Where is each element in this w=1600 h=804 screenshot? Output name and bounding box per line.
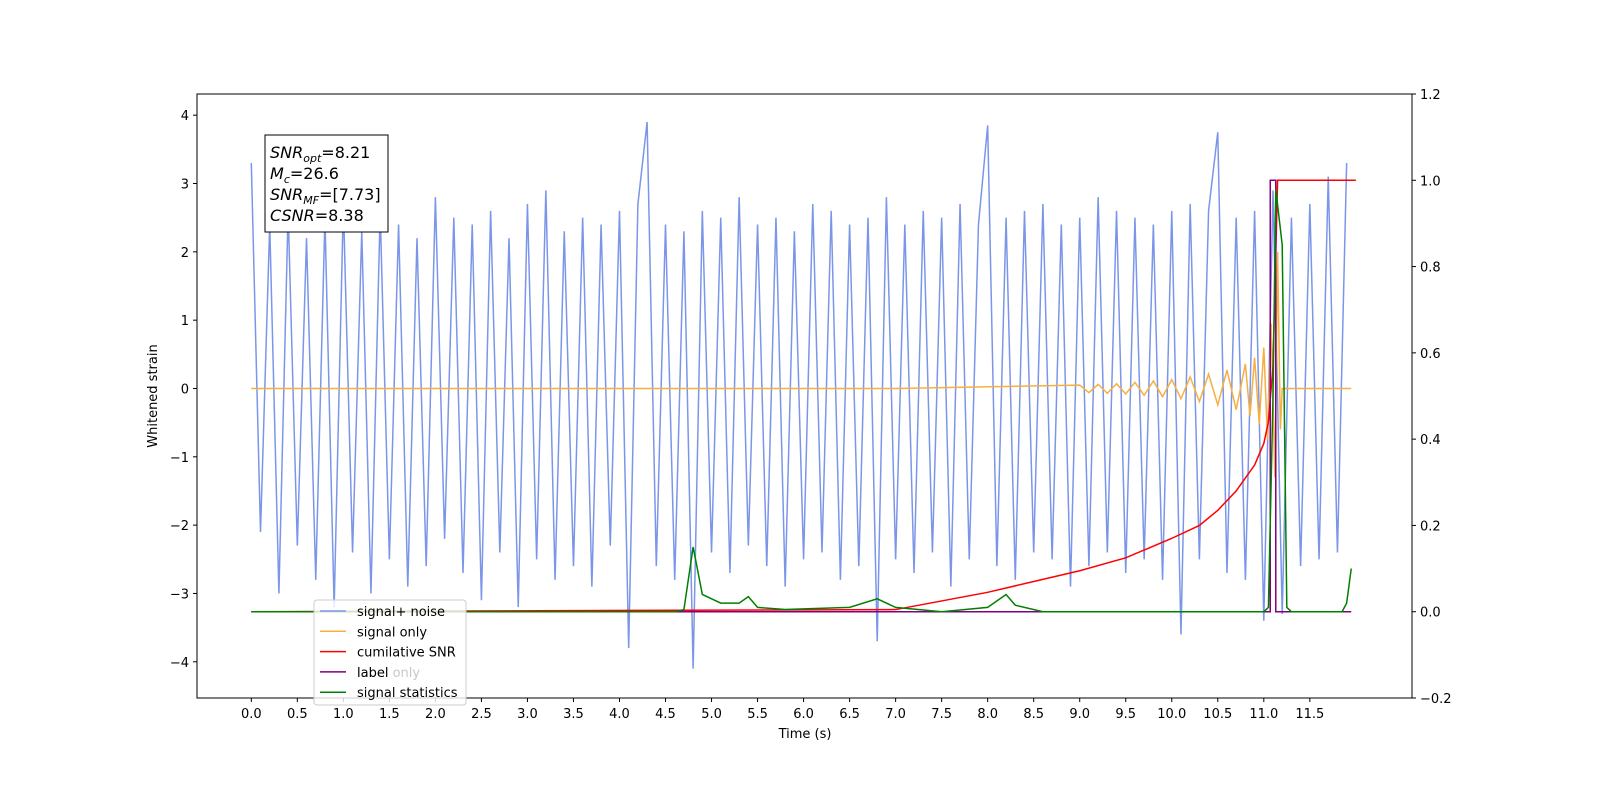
annotation-line: CSNR=8.38 [270,206,364,225]
x-tick-label: 10.0 [1157,707,1186,722]
series-line [250,121,1348,669]
annotation-line: SNRMF=[7.73] [270,185,381,207]
annotation-line: SNRopt=8.21 [270,143,370,165]
x-tick-label: 7.0 [885,707,906,722]
y2-tick-label: 0.2 [1420,519,1441,534]
y-axis-label: Whitened strain [146,344,161,447]
y2-tick-label: 0.0 [1420,606,1441,621]
x-axis-label: Time (s) [778,727,832,742]
y-tick-label: −2 [170,519,189,534]
x-tick-label: 7.5 [931,707,952,722]
annotation-sub: MF [303,194,319,207]
x-tick-label: 0.0 [241,707,262,722]
annotation-var: SNR [270,185,303,204]
x-tick-label: 3.5 [563,707,584,722]
x-tick-label: 11.5 [1295,707,1324,722]
y2-tick-label: 0.8 [1420,261,1441,276]
x-tick-label: 8.0 [977,707,998,722]
x-tick-label: 9.0 [1069,707,1090,722]
series-line [251,188,1352,613]
annotation-var: SNR [270,143,303,162]
legend-label: label [357,666,388,681]
annotation-var: CSNR [270,206,315,225]
x-tick-label: 6.0 [793,707,814,722]
x-tick-label: 4.5 [655,707,676,722]
y2-tick-label: 1.0 [1420,174,1441,189]
y-tick-label: 2 [181,246,189,261]
y-tick-label: −1 [170,451,189,466]
x-tick-label: 5.5 [747,707,768,722]
y2-tick-label: 1.2 [1420,88,1441,103]
legend-label: cumilative SNR [357,646,456,661]
annotation-var: M [270,164,284,183]
x-tick-label: 9.5 [1115,707,1136,722]
annotation-box [264,134,389,233]
legend-box [313,599,467,706]
x-tick-label: 8.5 [1023,707,1044,722]
annotation-sub: c [284,173,290,186]
x-tick-label: 1.5 [379,707,400,722]
annotation-value: =[7.73] [319,185,381,204]
legend-label: signal+ noise [357,605,445,620]
y-tick-label: 0 [181,382,189,397]
x-tick-label: 5.0 [701,707,722,722]
legend-label: signal only [357,625,427,640]
x-tick-label: 2.0 [425,707,446,722]
y2-tick-label: 0.6 [1420,347,1441,362]
annotation-line: Mc=26.6 [270,164,339,186]
x-tick-label: 4.0 [609,707,630,722]
x-tick-label: 0.5 [287,707,308,722]
y-tick-label: 4 [181,109,189,124]
annotation-value: =26.6 [290,164,339,183]
x-tick-label: 10.5 [1203,707,1232,722]
annotation-sub: opt [303,152,322,165]
y-tick-label: −4 [170,656,189,671]
x-tick-label: 2.5 [471,707,492,722]
y-tick-label: 3 [181,178,189,193]
legend-ghost-text: label only [357,666,420,681]
plot-frame [196,93,1413,699]
legend-label: signal statistics [357,686,458,701]
y2-tick-label: 0.4 [1420,433,1441,448]
x-tick-label: 1.0 [333,707,354,722]
y2-tick-label: −0.2 [1420,692,1452,707]
y-tick-label: 1 [181,314,189,329]
annotation-value: =8.21 [321,143,370,162]
y-tick-label: −3 [170,587,189,602]
annotation-value: =8.38 [315,206,364,225]
x-tick-label: 3.0 [517,707,538,722]
x-tick-label: 6.5 [839,707,860,722]
x-tick-label: 11.0 [1249,707,1278,722]
